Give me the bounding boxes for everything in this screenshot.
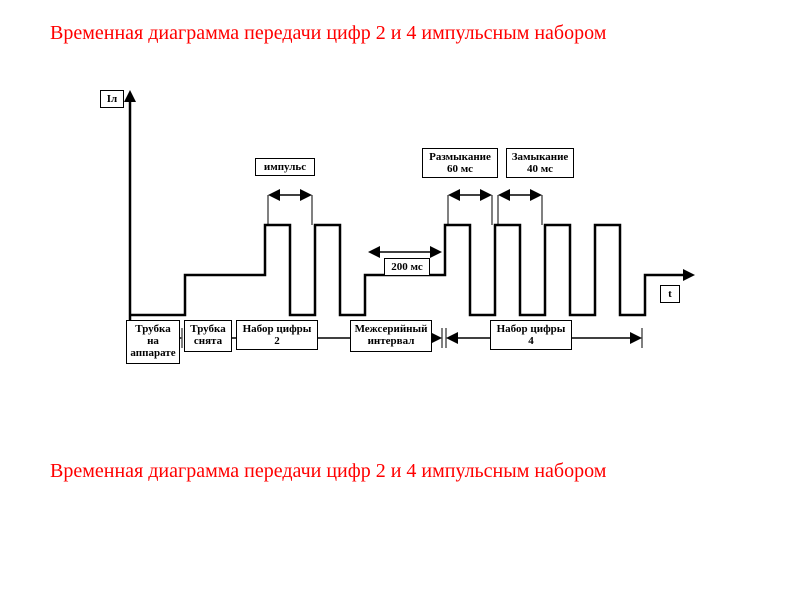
interval-200-label: 200 мс bbox=[384, 258, 430, 276]
y-axis-label: Iл bbox=[100, 90, 124, 108]
nabor2-label: Набор цифры 2 bbox=[236, 320, 318, 350]
title-bottom: Временная диаграмма передачи цифр 2 и 4 … bbox=[50, 460, 750, 483]
zamykanie-label: Замыкание 40 мс bbox=[506, 148, 574, 178]
title-top: Временная диаграмма передачи цифр 2 и 4 … bbox=[50, 22, 750, 45]
mezhser-label: Межсерийный интервал bbox=[350, 320, 432, 352]
nabor4-label: Набор цифры 4 bbox=[490, 320, 572, 350]
x-axis-label: t bbox=[660, 285, 680, 303]
trubka-snyata-label: Трубка снята bbox=[184, 320, 232, 352]
impulse-label: импульс bbox=[255, 158, 315, 176]
trubka-apparat-label: Трубка на аппарате bbox=[126, 320, 180, 364]
razmykanie-label: Размыкание 60 мс bbox=[422, 148, 498, 178]
